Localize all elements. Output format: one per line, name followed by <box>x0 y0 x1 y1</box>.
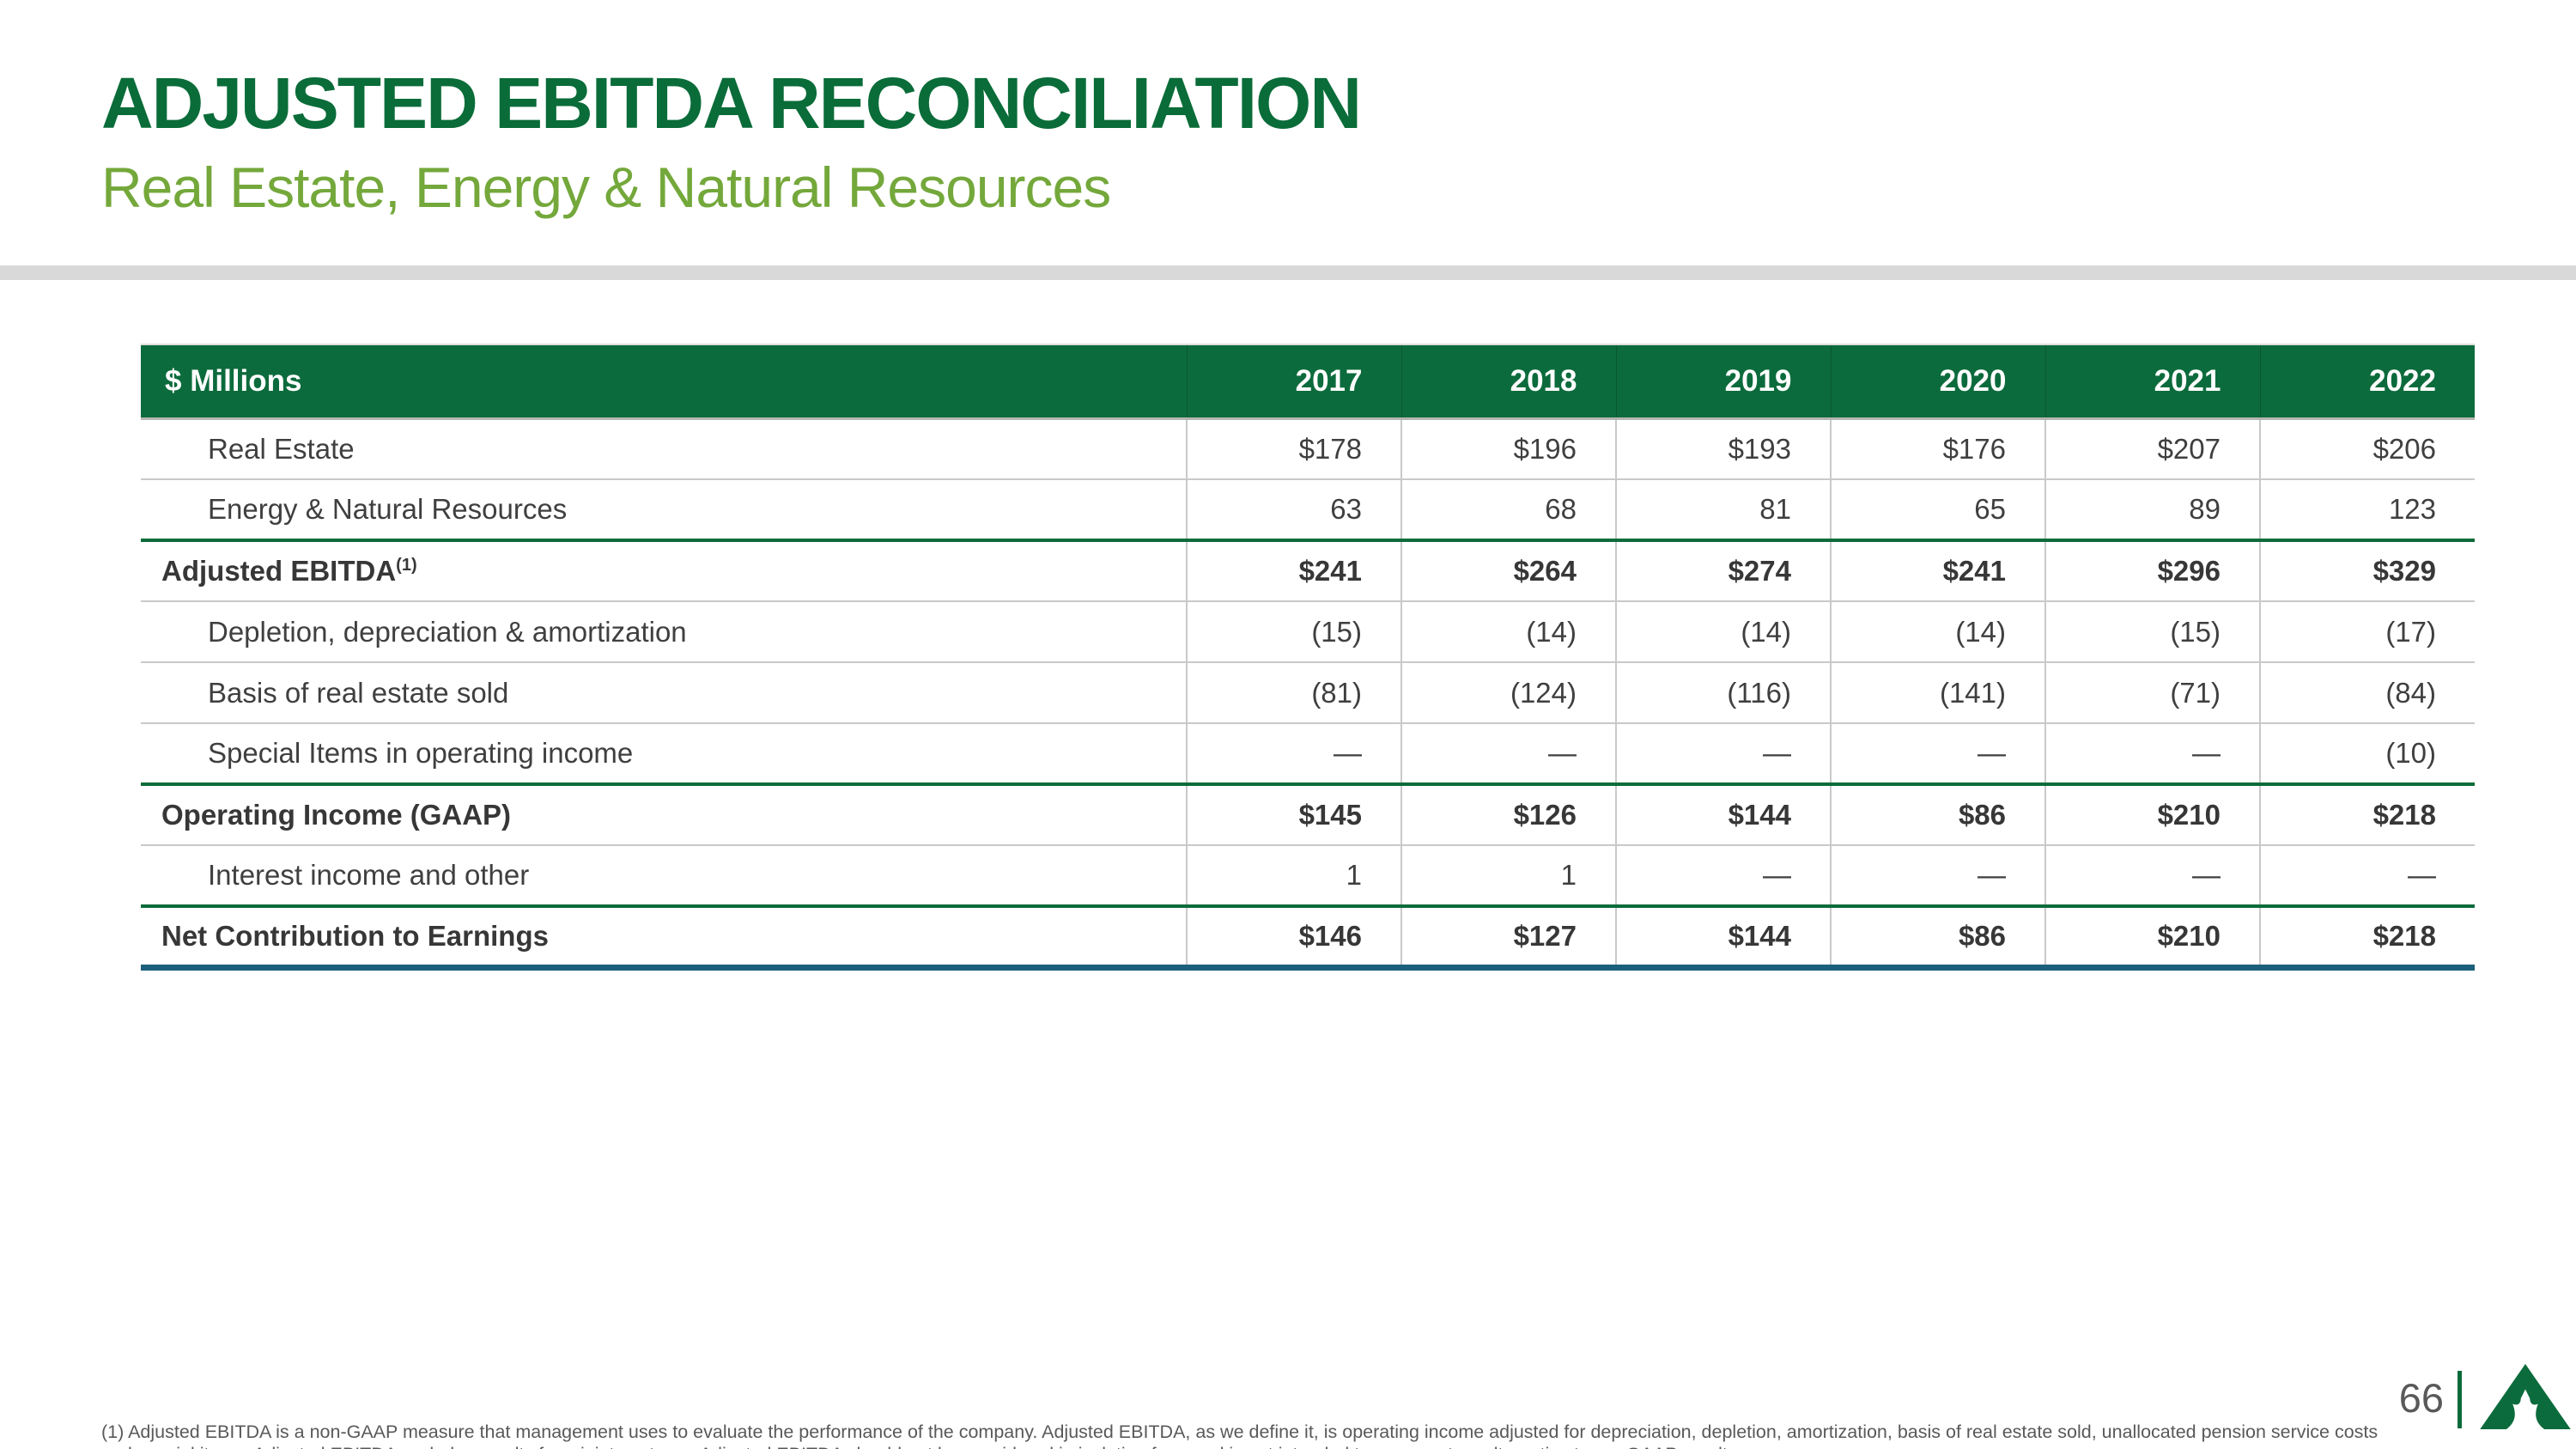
table-header-row: $ Millions 2017 2018 2019 2020 2021 2022 <box>141 344 2475 420</box>
value-cell: — <box>1400 723 1616 784</box>
value-cell: 89 <box>2044 479 2260 540</box>
title-divider-bar <box>0 265 2576 280</box>
footnote: (1) Adjusted EBITDA is a non-GAAP measur… <box>101 1421 2379 1449</box>
row-label: Energy & Natural Resources <box>208 493 568 525</box>
value-cell: $329 <box>2259 540 2475 601</box>
row-label: Operating Income (GAAP) <box>161 799 512 831</box>
value-cell: $146 <box>1186 906 1401 967</box>
row-label: Real Estate <box>208 432 355 465</box>
value-cell: (14) <box>1400 601 1616 662</box>
value-cell: $218 <box>2259 906 2475 967</box>
year-column-header: 2020 <box>1830 344 2045 420</box>
value-cell: $296 <box>2044 540 2260 601</box>
value-cell: (124) <box>1400 662 1616 723</box>
value-cell: $86 <box>1830 784 2045 845</box>
value-cell: 65 <box>1830 479 2045 540</box>
value-cell: (141) <box>1830 662 2045 723</box>
row-label: Depletion, depreciation & amortization <box>208 615 687 648</box>
unit-label: $ Millions <box>141 344 1187 420</box>
value-cell: $206 <box>2259 418 2475 479</box>
value-cell: $207 <box>2044 418 2260 479</box>
slide-subtitle: Real Estate, Energy & Natural Resources <box>101 155 1111 219</box>
value-cell: $86 <box>1830 906 2045 967</box>
table-row: Special Items in operating income — — — … <box>141 723 2475 784</box>
value-cell: $127 <box>1400 906 1616 967</box>
slide-title: ADJUSTED EBITDA RECONCILIATION <box>101 63 1362 143</box>
value-cell: — <box>2044 845 2260 906</box>
value-cell: — <box>1615 723 1831 784</box>
value-cell: $178 <box>1186 418 1401 479</box>
value-cell: — <box>1615 845 1831 906</box>
value-cell: 68 <box>1400 479 1616 540</box>
value-cell: 81 <box>1615 479 1831 540</box>
year-column-header: 2021 <box>2044 344 2260 420</box>
value-cell: $144 <box>1615 906 1831 967</box>
row-label: Interest income and other <box>208 859 530 891</box>
value-cell: $210 <box>2044 906 2260 967</box>
value-cell: $210 <box>2044 784 2260 845</box>
logo-separator-bar <box>2458 1371 2462 1428</box>
table-row: Interest income and other 1 1 — — — — <box>141 845 2475 906</box>
value-cell: 1 <box>1186 845 1401 906</box>
row-label: Net Contribution to Earnings <box>161 919 549 952</box>
value-cell: $196 <box>1400 418 1616 479</box>
value-cell: — <box>2044 723 2260 784</box>
value-cell: (116) <box>1615 662 1831 723</box>
table-row: Net Contribution to Earnings $146 $127 $… <box>141 906 2475 967</box>
value-cell: (15) <box>2044 601 2260 662</box>
value-cell: (14) <box>1830 601 2045 662</box>
table-row: Operating Income (GAAP) $145 $126 $144 $… <box>141 784 2475 845</box>
year-column-header: 2018 <box>1400 344 1616 420</box>
value-cell: (10) <box>2259 723 2475 784</box>
row-label: Adjusted EBITDA <box>161 555 397 587</box>
value-cell: $218 <box>2259 784 2475 845</box>
year-column-header: 2017 <box>1186 344 1401 420</box>
value-cell: (84) <box>2259 662 2475 723</box>
value-cell: $241 <box>1830 540 2045 601</box>
table-row: Adjusted EBITDA(1) $241 $264 $274 $241 $… <box>141 540 2475 601</box>
value-cell: — <box>1830 845 2045 906</box>
value-cell: (15) <box>1186 601 1401 662</box>
value-cell: — <box>2259 845 2475 906</box>
value-cell: 63 <box>1186 479 1401 540</box>
value-cell: $145 <box>1186 784 1401 845</box>
value-cell: $274 <box>1615 540 1831 601</box>
value-cell: (14) <box>1615 601 1831 662</box>
value-cell: $126 <box>1400 784 1616 845</box>
value-cell: (17) <box>2259 601 2475 662</box>
value-cell: — <box>1186 723 1401 784</box>
ebitda-reconciliation-table: $ Millions 2017 2018 2019 2020 2021 2022… <box>141 344 2475 971</box>
value-cell: $264 <box>1400 540 1616 601</box>
year-column-header: 2022 <box>2259 344 2475 420</box>
row-label: Special Items in operating income <box>208 737 634 769</box>
value-cell: (71) <box>2044 662 2260 723</box>
value-cell: $144 <box>1615 784 1831 845</box>
weyerhaeuser-logo-icon <box>2480 1364 2571 1429</box>
row-label: Basis of real estate sold <box>208 676 509 709</box>
year-column-header: 2019 <box>1615 344 1831 420</box>
table-row: Basis of real estate sold (81) (124) (11… <box>141 662 2475 723</box>
value-cell: $176 <box>1830 418 2045 479</box>
table-row: Depletion, depreciation & amortization (… <box>141 601 2475 662</box>
page-number: 66 <box>2398 1375 2444 1421</box>
value-cell: 1 <box>1400 845 1616 906</box>
value-cell: — <box>1830 723 2045 784</box>
value-cell: $241 <box>1186 540 1401 601</box>
value-cell: 123 <box>2259 479 2475 540</box>
table-row: Real Estate $178 $196 $193 $176 $207 $20… <box>141 418 2475 479</box>
value-cell: (81) <box>1186 662 1401 723</box>
table-row: Energy & Natural Resources 63 68 81 65 8… <box>141 479 2475 540</box>
row-superscript: (1) <box>396 556 417 575</box>
value-cell: $193 <box>1615 418 1831 479</box>
